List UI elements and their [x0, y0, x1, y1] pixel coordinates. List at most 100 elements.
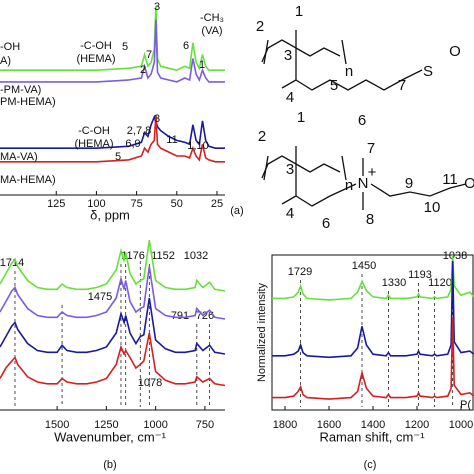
peak-label: 1729 — [288, 266, 312, 278]
structure-label: O — [449, 43, 461, 60]
x-axis-label: Wavenumber, cm⁻¹ — [54, 429, 167, 444]
x-tick-label: 1500 — [45, 419, 69, 431]
panel-label: (a) — [230, 205, 243, 217]
spectrum-line — [0, 5, 225, 72]
structure-label: n — [345, 63, 353, 80]
x-tick-label: 750 — [196, 419, 214, 431]
annotation: 2,7,8 — [127, 125, 151, 137]
bond — [295, 47, 341, 57]
annotation: 3 — [154, 1, 160, 13]
x-tick-label: 50 — [171, 198, 183, 210]
annotation: 6,9 — [125, 138, 140, 150]
x-tick-label: 1250 — [94, 419, 118, 431]
x-tick-label: 1000 — [449, 419, 473, 431]
structure-label: 11 — [442, 171, 458, 188]
x-tick-label: 125 — [47, 198, 65, 210]
x-tick-label: 1400 — [361, 419, 385, 431]
spectrum-line — [0, 115, 225, 163]
annotation: -PM-VA) — [0, 84, 41, 96]
spectrum-line — [0, 266, 226, 320]
structure-label: 9 — [405, 175, 413, 192]
peak-label: 1475 — [88, 291, 112, 303]
structure-label: 3 — [286, 161, 294, 178]
structure-label: 2 — [256, 18, 264, 35]
structure-label: 2 — [258, 128, 266, 145]
structure-label: 10 — [424, 199, 441, 216]
annotation: (HEMA) — [76, 53, 115, 65]
annotation: 1,10 — [187, 140, 208, 152]
structure-label: 3 — [284, 47, 292, 64]
panel-label: (b) — [103, 459, 116, 471]
bond — [295, 69, 423, 91]
x-tick-label: 75 — [130, 198, 142, 210]
spectrum-line — [272, 316, 474, 400]
bond — [263, 39, 269, 65]
bond — [295, 183, 357, 207]
spectrum-line — [272, 261, 474, 359]
x-tick-label: 1600 — [317, 419, 341, 431]
annotation: 7 — [146, 49, 152, 61]
annotation: -OH — [0, 41, 20, 53]
annotation: 11 — [166, 134, 177, 146]
x-tick-label: 1800 — [273, 419, 297, 431]
structure-label: 7 — [367, 140, 375, 157]
structure-label: 4 — [286, 205, 294, 222]
x-axis-label: δ, ppm — [90, 207, 130, 222]
bond — [295, 163, 341, 173]
bond — [341, 39, 347, 65]
peak-label: 1330 — [382, 277, 406, 289]
x-tick-label: 1000 — [143, 419, 167, 431]
spectrum-line — [0, 114, 225, 149]
annotation: 1 — [199, 59, 205, 71]
annotation: -CH₃ — [200, 12, 224, 24]
peak-label: 1038 — [443, 250, 467, 262]
x-tick-label: 1200 — [405, 419, 429, 431]
bond — [370, 183, 467, 197]
x-tick-label: 25 — [211, 198, 223, 210]
annotation: 5 — [115, 151, 121, 163]
bond — [263, 155, 269, 181]
y-axis-label: Normalized intensity — [256, 282, 268, 382]
peak-label: 1078 — [138, 377, 162, 389]
spectrum-line — [0, 332, 226, 387]
x-axis-label: Raman shift, cm⁻¹ — [319, 429, 425, 444]
structure-label: 6 — [322, 215, 330, 232]
structure-label: 6 — [358, 112, 366, 129]
structure-label: 5 — [330, 77, 338, 94]
structure-label: n — [345, 177, 353, 194]
annotation: -C-OH — [78, 125, 110, 137]
annotation: 2 — [140, 64, 146, 76]
annotation: P( — [460, 399, 471, 411]
structure-label: 7 — [398, 77, 406, 94]
peak-label: 791 — [171, 310, 189, 322]
annotation: (HEMA) — [74, 138, 113, 150]
spectrum-line — [272, 254, 474, 301]
annotation: A) — [0, 55, 11, 67]
x-tick-label: 100 — [87, 198, 105, 210]
peak-label: 1120 — [428, 277, 452, 289]
peak-label: 1450 — [352, 260, 376, 272]
peak-label: 1152 — [151, 250, 175, 262]
structure-label: + — [368, 164, 377, 181]
structure-label: 4 — [286, 89, 294, 106]
annotation: MA-VA) — [0, 151, 38, 163]
structure-label: 1 — [295, 3, 303, 20]
structure-label: O — [464, 175, 474, 192]
spectrum-line — [0, 297, 226, 355]
structure-label: 1 — [297, 109, 305, 126]
spectrum-line — [0, 240, 226, 292]
annotation: 6 — [183, 40, 189, 52]
peak-label: 1032 — [184, 250, 208, 262]
annotation: 3 — [154, 113, 160, 125]
bond — [341, 155, 347, 181]
structure-bonds — [261, 30, 467, 210]
structure-label: S — [423, 63, 433, 80]
annotation: (VA) — [201, 25, 222, 37]
annotation: MA-HEMA) — [0, 174, 56, 186]
structure-label: 8 — [366, 211, 374, 228]
annotation: PM-HEMA) — [0, 96, 56, 108]
annotation: 5 — [122, 41, 128, 53]
structure-label: N — [358, 175, 369, 192]
panel-label: (c) — [364, 459, 377, 471]
